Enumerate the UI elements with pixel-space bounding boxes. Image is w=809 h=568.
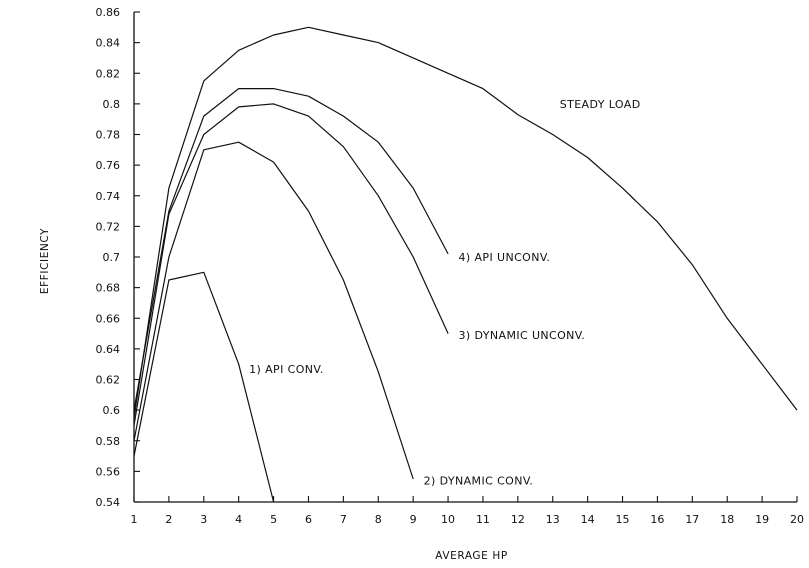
series-labels: STEADY LOAD 4) API UNCONV. 3) DYNAMIC UNCO…	[249, 98, 640, 488]
x-tick-label: 12	[511, 513, 525, 526]
y-tick-label: 0.56	[96, 465, 121, 478]
x-tick-label: 14	[581, 513, 595, 526]
x-axis-title: AVERAGE HP	[435, 550, 508, 562]
y-tick-label: 0.6	[103, 404, 121, 417]
x-tick-label: 7	[340, 513, 347, 526]
y-tick-label: 0.7	[103, 251, 121, 264]
x-tick-label: 11	[476, 513, 490, 526]
series-group	[133, 26, 798, 503]
y-tick-label: 0.74	[96, 190, 121, 203]
y-tick-label: 0.66	[96, 312, 121, 325]
y-tick-label: 0.72	[96, 220, 121, 233]
y-tick-label: 0.78	[96, 129, 121, 142]
x-tick-label: 2	[165, 513, 172, 526]
y-tick-label: 0.68	[96, 282, 121, 295]
y-tick-label: 0.54	[96, 496, 121, 509]
x-tick-label: 10	[441, 513, 455, 526]
y-tick-label: 0.62	[96, 374, 121, 387]
x-tick-label: 8	[375, 513, 382, 526]
y-tick-label: 0.58	[96, 435, 121, 448]
x-tick-label: 5	[270, 513, 277, 526]
series-label-2-dynamic-conv: 2) DYNAMIC CONV.	[424, 475, 534, 488]
y-tick-label: 0.76	[96, 159, 121, 172]
y-tick-label: 0.64	[96, 343, 121, 356]
y-axis-title: EFFICIENCY	[39, 228, 51, 294]
x-tick-label: 17	[685, 513, 699, 526]
x-tick-label: 18	[720, 513, 734, 526]
series-label-1-api-conv: 1) API CONV.	[249, 363, 324, 376]
x-tick-label: 1	[131, 513, 138, 526]
x-tick-label: 3	[200, 513, 207, 526]
x-tick-label: 13	[546, 513, 560, 526]
y-tick-label: 0.84	[96, 37, 121, 50]
y-ticks: 0.54 0.56 0.58 0.6 0.62 0.64 0.66 0.68 0.7 0.72 0.…	[96, 6, 140, 509]
x-tick-label: 6	[305, 513, 312, 526]
y-tick-label: 0.86	[96, 6, 121, 19]
x-tick-label: 4	[235, 513, 242, 526]
x-tick-label: 19	[755, 513, 769, 526]
series-line-2-dynamic-conv	[133, 141, 414, 480]
series-line-3-dynamic-unconv	[133, 103, 449, 426]
y-tick-label: 0.8	[103, 98, 121, 111]
series-label-4-api-unconv: 4) API UNCONV.	[459, 251, 551, 264]
x-ticks: 1 2 3 4 5 6 7 8 9 10 11 12 13 14 15 16 17 18 19 20	[131, 496, 804, 526]
x-tick-label: 9	[410, 513, 417, 526]
y-tick-label: 0.82	[96, 67, 121, 80]
series-label-steady-load: STEADY LOAD	[560, 98, 641, 111]
x-tick-label: 15	[616, 513, 630, 526]
x-tick-label: 20	[790, 513, 804, 526]
series-line-1-api-conv	[133, 271, 275, 503]
x-tick-label: 16	[650, 513, 664, 526]
series-label-3-dynamic-unconv: 3) DYNAMIC UNCONV.	[459, 329, 586, 342]
series-line-steady-load	[133, 26, 798, 418]
series-line-4-api-unconv	[133, 87, 449, 411]
